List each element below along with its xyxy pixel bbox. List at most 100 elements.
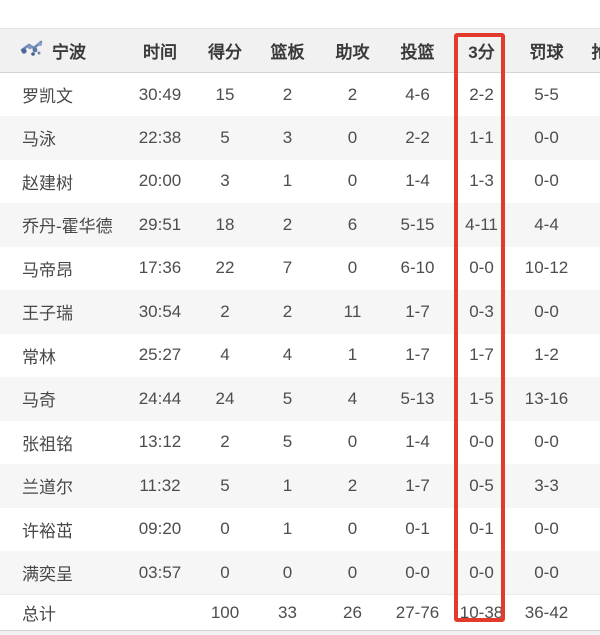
- stat-points: 4: [220, 345, 230, 365]
- stat-rebounds: 1: [282, 171, 293, 191]
- stat-points: 0: [220, 519, 230, 539]
- stat-field-goals: 1-7: [405, 475, 430, 495]
- player-name: 罗凯文: [22, 87, 73, 106]
- player-stat-row[interactable]: 赵建树 20:00 3 1 0 1-4 1-3 0-0: [0, 159, 600, 204]
- player-name: 满奕呈: [22, 565, 73, 584]
- player-stat-row[interactable]: 张祖铭 13:12 2 5 0 1-4 0-0 0-0: [0, 420, 600, 464]
- stat-free-throws: 10-12: [524, 258, 569, 278]
- stat-field-goals: 5-15: [400, 214, 435, 234]
- stat-field-goals: 5-13: [400, 388, 435, 408]
- stat-assists: 6: [347, 214, 358, 234]
- player-name: 马帝昂: [22, 260, 73, 280]
- stat-time: 03:57: [138, 562, 182, 582]
- stat-three-pointers: 0-0: [469, 258, 494, 278]
- stat-three-pointers: 0-5: [469, 475, 494, 495]
- player-name: 总计: [22, 605, 56, 625]
- stat-rebounds: 1: [282, 519, 293, 539]
- player-stat-row[interactable]: 马奇 24:44 24 5 4 5-13 1-5 13-16: [0, 377, 600, 421]
- stat-assists: 2: [347, 84, 358, 104]
- stat-rebounds: 5: [282, 388, 293, 408]
- stat-time: [125, 595, 195, 631]
- stat-field-goals: 1-7: [405, 345, 430, 365]
- team-header-cell: 宁波: [0, 29, 125, 73]
- stat-three-pointers: 1-5: [469, 388, 494, 408]
- player-stat-row[interactable]: 罗凯文 30:49 15 2 2 4-6 2-2 5-5: [0, 72, 600, 117]
- stat-time: 24:44: [138, 388, 182, 408]
- stat-partial-column: [580, 73, 600, 117]
- stat-free-throws: 0-0: [534, 519, 559, 539]
- stat-field-goals: 4-6: [405, 84, 430, 104]
- player-name: 乔丹-霍华德: [22, 217, 113, 237]
- player-stat-row[interactable]: 满奕呈 03:57 0 0 0 0-0 0-0 0-0: [0, 551, 600, 595]
- stat-partial-column: [580, 334, 600, 378]
- stat-partial-column: [580, 203, 600, 247]
- stat-free-throws: 1-2: [534, 345, 559, 365]
- stat-free-throws: 13-16: [524, 388, 569, 408]
- stat-points: 24: [215, 388, 235, 408]
- player-stat-row[interactable]: 马泳 22:38 5 3 0 2-2 1-1 0-0: [0, 116, 600, 160]
- stat-partial-column: [580, 116, 600, 160]
- stat-three-pointers: 4-11: [465, 214, 498, 234]
- stat-time: 13:12: [138, 432, 182, 452]
- stat-free-throws: 3-3: [534, 475, 559, 495]
- stat-field-goals: 1-7: [405, 301, 430, 321]
- stat-field-goals: 2-2: [405, 127, 430, 147]
- player-name: 马奇: [22, 391, 56, 411]
- stat-three-pointers: 0-3: [469, 301, 494, 321]
- stat-partial-column: [580, 290, 600, 334]
- stat-points: 22: [215, 258, 235, 278]
- table-header-row: 宁波 时间 得分 篮板 助攻 投篮 3分 罚球 抢: [0, 28, 600, 73]
- stat-rebounds: 0: [282, 562, 293, 582]
- stat-three-pointers: 0-1: [469, 519, 494, 539]
- column-header-assists: 助攻: [335, 43, 370, 62]
- stat-time: 09:20: [138, 519, 182, 539]
- stat-points: 18: [215, 214, 235, 234]
- box-score-table-wrap: 宁波 时间 得分 篮板 助攻 投篮 3分 罚球 抢 罗凯文 30:49 15 2…: [0, 28, 600, 631]
- stat-rebounds: 5: [282, 432, 293, 452]
- player-stat-row[interactable]: 马帝昂 17:36 22 7 0 6-10 0-0 10-12: [0, 246, 600, 291]
- stat-time: 30:49: [138, 84, 182, 104]
- stat-assists: 0: [347, 258, 358, 278]
- player-stat-row[interactable]: 许裕茁 09:20 0 1 0 0-1 0-1 0-0: [0, 507, 600, 551]
- stat-three-pointers: 0-0: [469, 562, 494, 582]
- stat-assists: 0: [347, 432, 358, 452]
- stat-partial-column: [580, 247, 600, 291]
- stat-free-throws: 0-0: [534, 127, 559, 147]
- player-stat-row[interactable]: 乔丹-霍华德 29:51 18 2 6 5-15 4-11 4-4: [0, 203, 600, 247]
- stat-points: 2: [220, 432, 230, 452]
- stat-assists: 0: [347, 127, 358, 147]
- player-stat-row[interactable]: 常林 25:27 4 4 1 1-7 1-7 1-2: [0, 333, 600, 378]
- stat-field-goals: 1-4: [405, 432, 430, 452]
- player-stat-row[interactable]: 总计 100 33 26 27-76 10-38 36-42: [0, 594, 600, 631]
- stat-points: 2: [220, 301, 230, 321]
- stat-rebounds: 1: [282, 475, 293, 495]
- stat-field-goals: 1-4: [405, 171, 430, 191]
- stat-three-pointers: 10-38: [459, 602, 504, 622]
- stat-points: 100: [210, 602, 240, 622]
- stat-free-throws: 4-4: [534, 214, 559, 234]
- stat-points: 3: [220, 171, 230, 191]
- stat-three-pointers: 1-1: [469, 127, 494, 147]
- stat-free-throws: 0-0: [534, 562, 559, 582]
- stat-partial-column: [580, 551, 600, 595]
- player-stat-row[interactable]: 王子瑞 30:54 2 2 11 1-7 0-3 0-0: [0, 290, 600, 334]
- column-header-three-pointers: 3分: [468, 43, 495, 62]
- stat-assists: 4: [347, 388, 358, 408]
- stat-partial-column: [580, 160, 600, 204]
- team-name-label: 宁波: [52, 43, 86, 62]
- stat-points: 0: [220, 562, 230, 582]
- next-section-header-edge: [0, 630, 600, 635]
- player-name: 王子瑞: [22, 304, 73, 324]
- stat-rebounds: 4: [282, 345, 293, 365]
- column-header-partial: 抢: [580, 29, 600, 73]
- stat-assists: 2: [347, 475, 358, 495]
- stat-three-pointers: 1-7: [469, 345, 494, 365]
- stat-rebounds: 3: [282, 127, 293, 147]
- player-name: 许裕茁: [22, 521, 73, 541]
- stat-field-goals: 0-0: [405, 562, 430, 582]
- player-name: 常林: [22, 347, 56, 367]
- player-stat-row[interactable]: 兰道尔 11:32 5 1 2 1-7 0-5 3-3: [0, 464, 600, 508]
- table-body: 罗凯文 30:49 15 2 2 4-6 2-2 5-5 马泳 22:38 5 …: [0, 72, 600, 631]
- team-logo-icon: [20, 39, 44, 63]
- stat-time: 30:54: [138, 301, 182, 321]
